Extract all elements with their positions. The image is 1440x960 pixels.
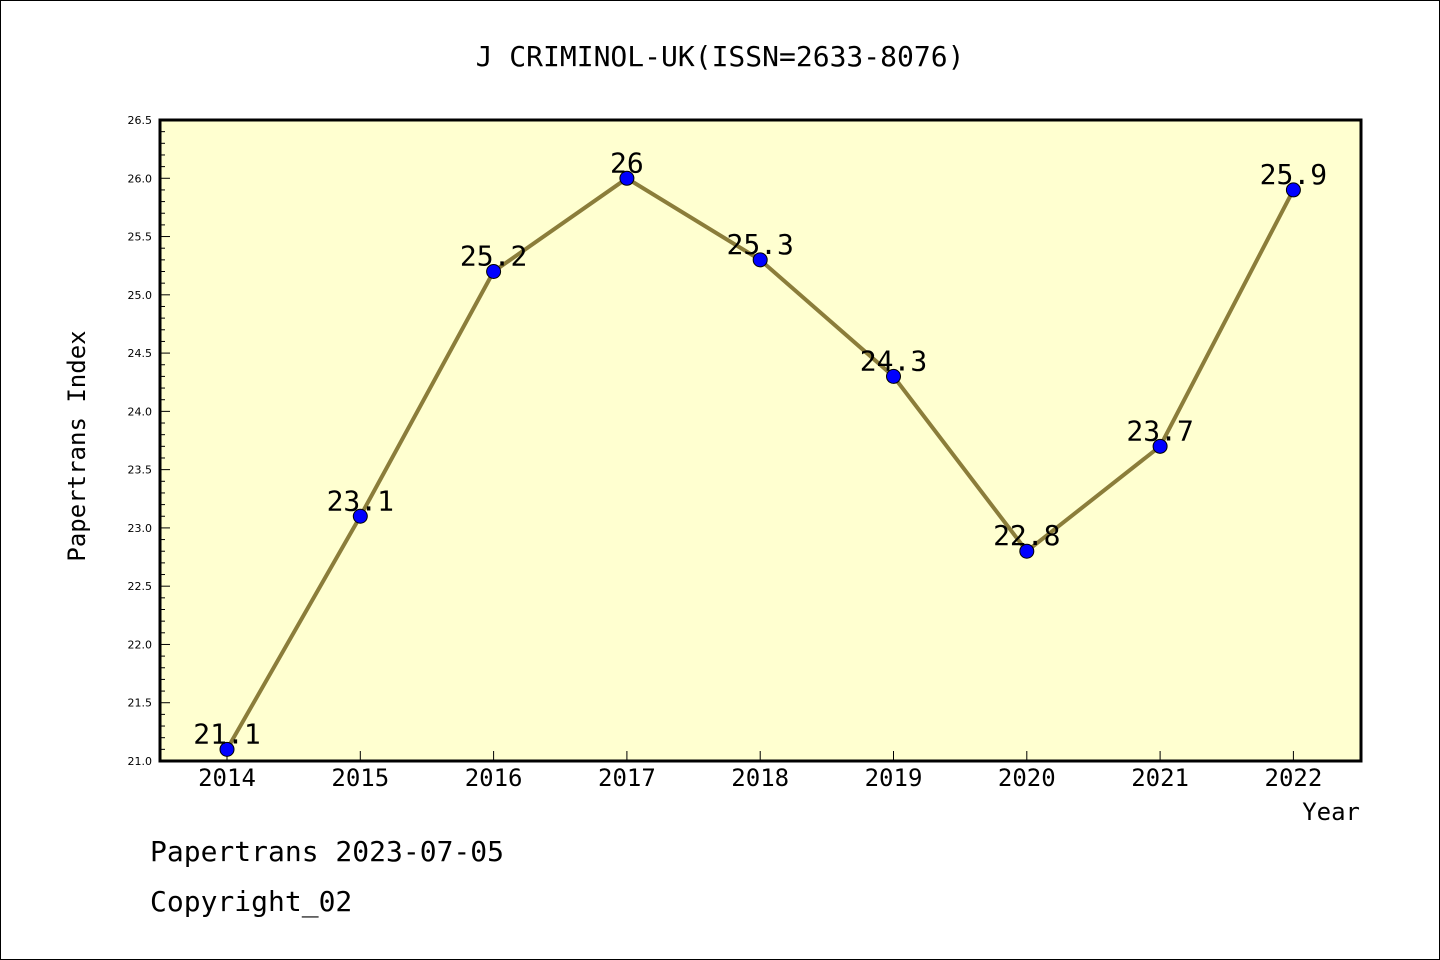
data-label: 25.3	[726, 228, 793, 261]
data-point	[1152, 438, 1168, 454]
y-tick-label: 23.5	[128, 464, 153, 477]
x-tick-label: 2021	[1131, 764, 1189, 792]
data-point	[219, 741, 235, 757]
data-label: 23.7	[1126, 414, 1193, 447]
data-point	[352, 508, 368, 524]
x-tick-label: 2022	[1265, 764, 1323, 792]
data-label: 25.9	[1260, 158, 1327, 191]
x-axis-label: Year	[1302, 798, 1360, 826]
x-axis: 2014 2015 2016 2017 2018 2019 2020 2021 2022	[198, 751, 1322, 792]
x-tick-label: 2019	[865, 764, 923, 792]
data-labels: 21.1 23.1 25.2 26 25.3 24.3 22.8 23.7 25.9	[193, 146, 1327, 750]
y-tick-label: 21.5	[128, 697, 153, 710]
footer-date: Papertrans 2023-07-05	[150, 835, 505, 868]
data-point	[619, 170, 635, 186]
footer-copyright: Copyright_02	[150, 885, 353, 918]
data-point	[752, 252, 768, 268]
x-tick-label: 2020	[998, 764, 1056, 792]
y-tick-label: 22.5	[128, 580, 153, 593]
x-tick-label: 2014	[198, 764, 256, 792]
y-tick-label: 22.0	[128, 638, 153, 651]
data-label: 24.3	[860, 344, 927, 377]
x-tick-label: 2017	[598, 764, 656, 792]
y-tick-label: 24.0	[128, 405, 153, 418]
y-tick-label: 25.0	[128, 289, 153, 302]
y-tick-label: 21.0	[128, 755, 153, 768]
data-label: 21.1	[193, 717, 260, 750]
y-tick-label: 23.0	[128, 522, 153, 535]
data-point	[1285, 182, 1301, 198]
data-label: 25.2	[460, 240, 527, 273]
y-tick-label: 25.5	[128, 231, 153, 244]
data-point	[486, 264, 502, 280]
x-tick-label: 2018	[731, 764, 789, 792]
y-axis-label: Papertrans Index	[63, 330, 91, 561]
y-tick-label: 26.5	[128, 114, 153, 127]
x-tick-label: 2016	[465, 764, 523, 792]
data-point	[886, 368, 901, 384]
data-points	[219, 170, 1301, 757]
chart-title: J CRIMINOL-UK(ISSN=2633-8076)	[476, 40, 965, 73]
y-tick-label: 24.5	[128, 347, 153, 360]
y-axis: 21.0 21.5 22.0 22.5 23.0 23.5 24.0 24.5 25.0 25.5…	[128, 114, 170, 768]
data-label: 22.8	[993, 519, 1060, 552]
y-tick-label: 26.0	[128, 172, 153, 185]
x-tick-label: 2015	[331, 764, 389, 792]
data-point	[1019, 543, 1035, 559]
data-label: 23.1	[327, 484, 394, 517]
data-label: 26	[610, 146, 644, 179]
